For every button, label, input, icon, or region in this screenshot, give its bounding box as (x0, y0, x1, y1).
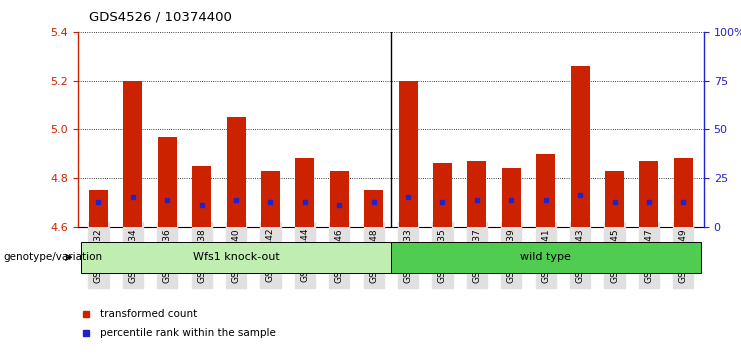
Bar (158, 137, 176, 227)
Bar (261, 171, 280, 227)
Bar (502, 168, 521, 227)
Bar (433, 163, 452, 227)
Text: wild type: wild type (520, 252, 571, 262)
Bar (639, 161, 658, 227)
Bar (227, 117, 245, 227)
Bar (89, 190, 108, 227)
Bar (399, 80, 417, 227)
FancyBboxPatch shape (391, 242, 700, 273)
Text: genotype/variation: genotype/variation (4, 252, 103, 262)
Bar (192, 166, 211, 227)
Bar (365, 190, 383, 227)
FancyBboxPatch shape (82, 242, 391, 273)
Bar (674, 158, 693, 227)
Text: GDS4526 / 10374400: GDS4526 / 10374400 (89, 11, 232, 24)
Bar (536, 154, 555, 227)
Bar (468, 161, 486, 227)
Text: transformed count: transformed count (100, 309, 197, 319)
Bar (330, 171, 349, 227)
Text: Wfs1 knock-out: Wfs1 knock-out (193, 252, 279, 262)
Bar (296, 158, 314, 227)
Bar (124, 80, 142, 227)
Bar (605, 171, 624, 227)
Text: percentile rank within the sample: percentile rank within the sample (100, 328, 276, 338)
Bar (571, 66, 590, 227)
